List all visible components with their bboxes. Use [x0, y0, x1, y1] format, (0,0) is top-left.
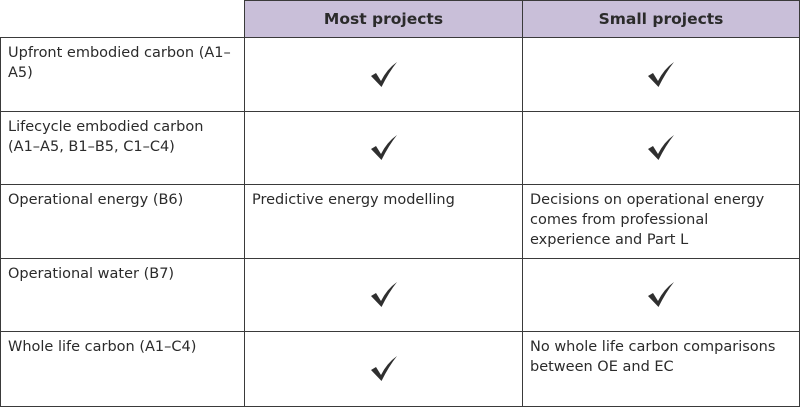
row-label: Lifecycle embodied carbon (A1–A5, B1–B5,… [8, 119, 204, 155]
header-small-projects: Small projects [522, 0, 800, 38]
most-projects-cell [244, 331, 523, 407]
row-label-cell: Lifecycle embodied carbon (A1–A5, B1–B5,… [0, 111, 245, 185]
table-row: Lifecycle embodied carbon (A1–A5, B1–B5,… [0, 111, 800, 185]
small-projects-text: Decisions on operational energy comes fr… [530, 192, 765, 248]
checkmark-icon [648, 135, 674, 160]
table-row: Whole life carbon (A1–C4) No whole life … [0, 331, 800, 407]
checkmark-icon [370, 135, 397, 160]
row-label-cell: Upfront embodied carbon (A1–A5) [0, 37, 245, 112]
most-projects-cell: Predictive energy modelling [244, 184, 523, 259]
row-label-cell: Whole life carbon (A1–C4) [0, 331, 245, 407]
header-row: Most projects Small projects [0, 0, 800, 38]
most-projects-cell [244, 258, 523, 332]
table-row: Operational water (B7) [0, 258, 800, 332]
row-label-cell: Operational water (B7) [0, 258, 245, 332]
small-projects-text: No whole life carbon comparisons between… [530, 339, 776, 375]
row-label: Operational energy (B6) [8, 192, 184, 208]
most-projects-cell [244, 37, 523, 112]
table-row: Operational energy (B6) Predictive energ… [0, 184, 800, 259]
row-label: Operational water (B7) [8, 266, 175, 282]
most-projects-cell [244, 111, 523, 185]
row-label: Upfront embodied carbon (A1–A5) [8, 45, 231, 81]
row-label: Whole life carbon (A1–C4) [8, 339, 197, 355]
small-projects-cell [522, 258, 800, 332]
checkmark-icon [648, 61, 674, 87]
header-corner [0, 0, 245, 38]
table-row: Upfront embodied carbon (A1–A5) [0, 37, 800, 112]
small-projects-cell: No whole life carbon comparisons between… [522, 331, 800, 407]
checkmark-icon [370, 356, 397, 381]
row-label-cell: Operational energy (B6) [0, 184, 245, 259]
checkmark-icon [370, 282, 397, 307]
checkmark-icon [370, 61, 397, 87]
small-projects-cell [522, 111, 800, 185]
header-most-projects: Most projects [244, 0, 523, 38]
checkmark-icon [648, 282, 674, 307]
most-projects-text: Predictive energy modelling [252, 192, 455, 208]
small-projects-cell: Decisions on operational energy comes fr… [522, 184, 800, 259]
small-projects-cell [522, 37, 800, 112]
